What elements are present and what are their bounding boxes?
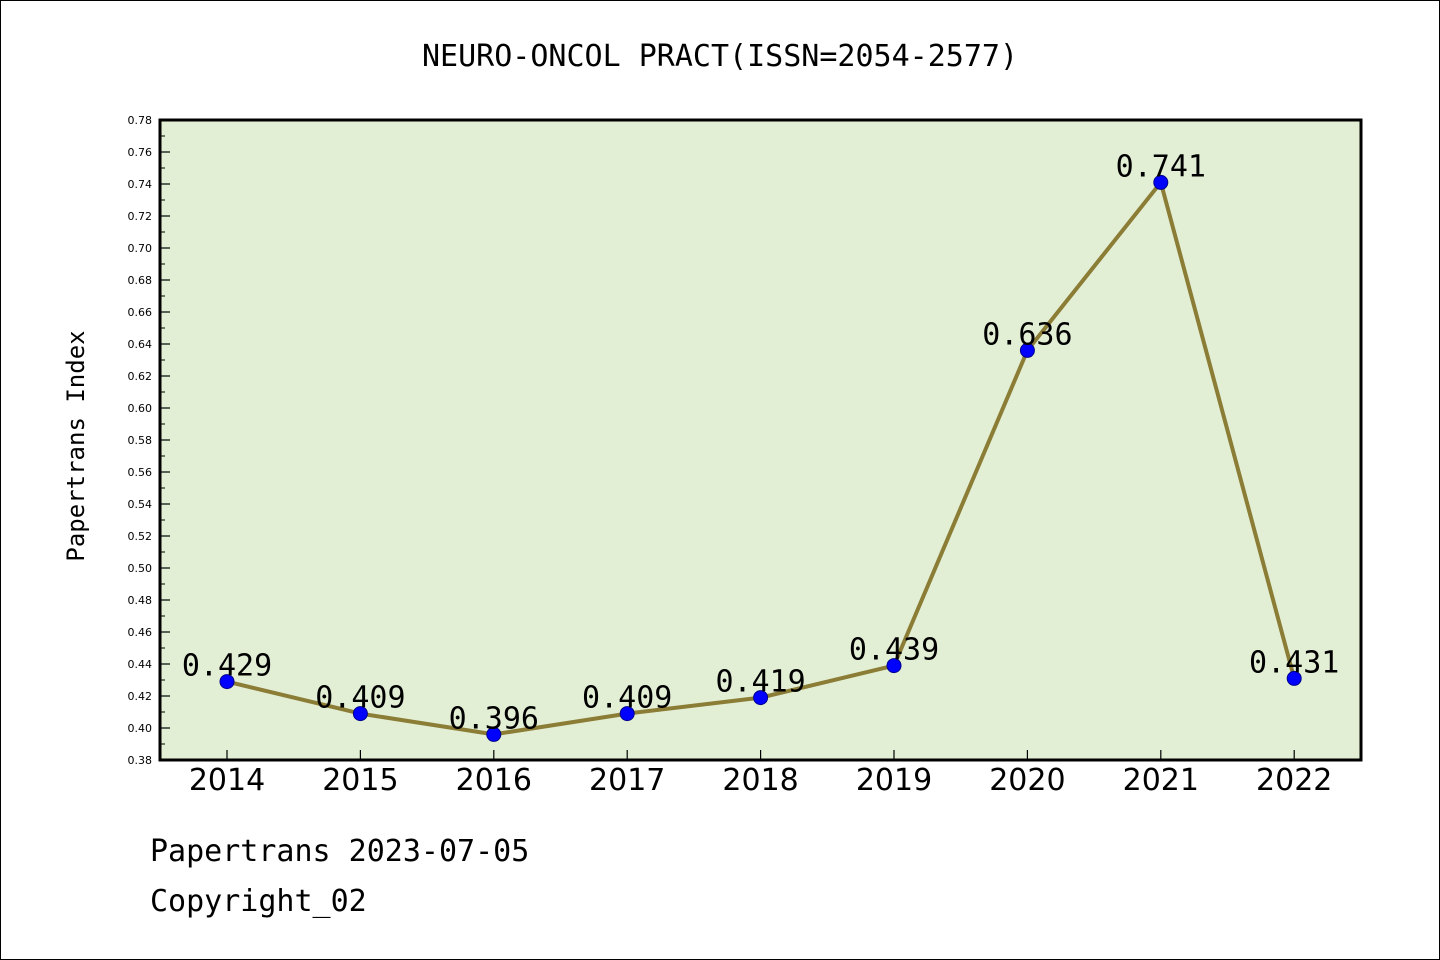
data-label: 0.409 xyxy=(315,681,405,716)
data-labels: 0.429 0.409 0.396 0.409 0.419 0.439 0.636 0.741… xyxy=(182,149,1340,736)
y-tick-label: 0.74 xyxy=(128,178,153,191)
data-points xyxy=(219,174,1302,742)
data-label: 0.431 xyxy=(1249,645,1339,680)
data-point xyxy=(886,658,902,674)
data-point xyxy=(619,706,635,722)
y-tick-label: 0.58 xyxy=(128,434,153,447)
x-tick-label: 2015 xyxy=(322,763,398,798)
data-point xyxy=(219,674,235,690)
data-label: 0.636 xyxy=(982,317,1072,352)
y-tick-label: 0.68 xyxy=(128,274,153,287)
footer-copyright: Copyright_02 xyxy=(150,884,367,919)
footer-date: Papertrans 2023-07-05 xyxy=(150,834,530,869)
y-axis-label: Papertrans Index xyxy=(62,330,90,561)
y-tick-label: 0.54 xyxy=(128,498,153,511)
data-point xyxy=(1286,670,1302,686)
y-tick-label: 0.72 xyxy=(128,210,153,223)
y-tick-label: 0.38 xyxy=(128,754,153,767)
x-axis-ticks: 2014 2015 2016 2017 2018 2019 2020 2021 2022 xyxy=(189,750,1332,798)
data-point xyxy=(753,690,769,706)
y-tick-label: 0.44 xyxy=(128,658,153,671)
x-tick-label: 2021 xyxy=(1123,763,1199,798)
data-label: 0.741 xyxy=(1116,149,1206,184)
x-tick-label: 2022 xyxy=(1256,763,1332,798)
y-tick-label: 0.66 xyxy=(128,306,153,319)
y-tick-label: 0.48 xyxy=(128,594,153,607)
data-point xyxy=(1019,342,1035,358)
data-label: 0.429 xyxy=(182,649,272,684)
data-point xyxy=(1153,174,1169,190)
plot-border xyxy=(158,118,1363,762)
y-tick-label: 0.60 xyxy=(128,402,153,415)
y-tick-label: 0.64 xyxy=(128,338,153,351)
x-tick-label: 2016 xyxy=(456,763,532,798)
x-tick-label: 2020 xyxy=(989,763,1065,798)
y-tick-label: 0.42 xyxy=(128,690,153,703)
chart-title: NEURO-ONCOL PRACT(ISSN=2054-2577) xyxy=(422,39,1018,74)
data-label: 0.419 xyxy=(715,665,805,700)
data-point xyxy=(352,706,368,722)
data-label: 0.439 xyxy=(849,633,939,668)
y-tick-label: 0.62 xyxy=(128,370,153,383)
plot-area xyxy=(160,120,1361,760)
data-point xyxy=(486,726,502,742)
x-tick-label: 2017 xyxy=(589,763,665,798)
y-tick-label: 0.40 xyxy=(128,722,153,735)
x-tick-label: 2018 xyxy=(722,763,798,798)
data-label: 0.409 xyxy=(582,681,672,716)
y-axis-ticks: 0.38 0.40 0.42 0.44 0.46 0.48 0.50 0.52 0.54 0.56… xyxy=(128,114,170,767)
data-label: 0.396 xyxy=(449,701,539,736)
y-tick-label: 0.52 xyxy=(128,530,153,543)
y-tick-label: 0.46 xyxy=(128,626,153,639)
y-tick-label: 0.50 xyxy=(128,562,153,575)
y-tick-label: 0.76 xyxy=(128,146,153,159)
x-tick-label: 2014 xyxy=(189,763,265,798)
y-tick-label: 0.70 xyxy=(128,242,153,255)
y-tick-label: 0.56 xyxy=(128,466,153,479)
y-tick-label: 0.78 xyxy=(128,114,153,127)
x-tick-label: 2019 xyxy=(856,763,932,798)
